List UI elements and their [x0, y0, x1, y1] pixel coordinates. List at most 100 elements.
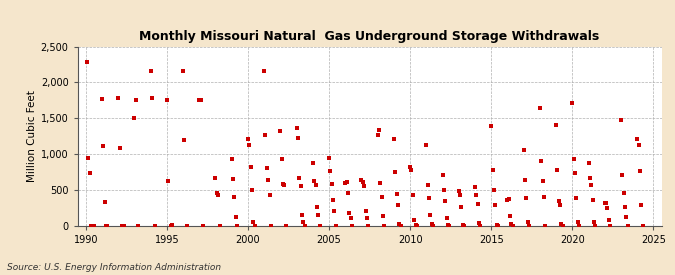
Point — [583, 161, 594, 166]
Point — [68, 171, 79, 175]
Point — [198, 223, 209, 228]
Point — [195, 98, 206, 103]
Point — [259, 69, 269, 73]
Point — [291, 126, 302, 130]
Point — [329, 209, 340, 213]
Point — [330, 223, 341, 228]
Point — [470, 185, 481, 189]
Point — [229, 195, 240, 199]
Point — [572, 220, 583, 224]
Point — [375, 180, 386, 185]
Point — [276, 157, 287, 161]
Point — [617, 173, 628, 178]
Point — [586, 183, 597, 188]
Point — [261, 166, 272, 170]
Point — [211, 190, 222, 195]
Point — [601, 200, 612, 205]
Point — [340, 180, 350, 185]
Point — [585, 175, 595, 180]
Point — [88, 223, 99, 228]
Point — [456, 205, 467, 209]
Point — [378, 214, 389, 218]
Point — [487, 168, 498, 173]
Point — [161, 98, 172, 103]
Point — [620, 205, 630, 209]
Point — [249, 223, 260, 228]
Point — [363, 223, 374, 228]
Point — [439, 188, 450, 192]
Point — [454, 189, 464, 193]
Point — [489, 188, 500, 193]
Point — [412, 223, 423, 228]
Point — [393, 203, 404, 207]
Point — [117, 223, 128, 228]
Point — [133, 223, 144, 228]
Point — [455, 192, 466, 197]
Point — [475, 223, 486, 228]
Point — [441, 216, 452, 221]
Point — [99, 200, 110, 204]
Point — [599, 201, 610, 205]
Point — [145, 69, 156, 73]
Point — [602, 205, 613, 210]
Point — [213, 192, 223, 197]
Point — [167, 222, 178, 227]
Point — [421, 143, 432, 148]
Point — [163, 179, 173, 183]
Point — [227, 177, 238, 181]
Title: Monthly Missouri Natural  Gas Underground Storage Withdrawals: Monthly Missouri Natural Gas Underground… — [140, 30, 599, 43]
Point — [361, 216, 372, 221]
Point — [587, 198, 598, 203]
Point — [558, 223, 568, 228]
Point — [149, 223, 160, 228]
Point — [341, 180, 352, 184]
Point — [440, 199, 451, 204]
Point — [486, 124, 497, 128]
Point — [113, 96, 124, 100]
Point — [570, 171, 580, 175]
Point — [299, 223, 310, 228]
Point — [242, 137, 253, 141]
Point — [379, 223, 390, 228]
Point — [292, 136, 303, 141]
Point — [427, 222, 437, 226]
Point — [182, 223, 192, 228]
Point — [210, 175, 221, 180]
Point — [298, 220, 308, 224]
Point — [87, 223, 98, 228]
Point — [344, 210, 354, 215]
Point — [245, 165, 256, 169]
Point — [554, 199, 564, 204]
Point — [265, 223, 276, 228]
Point — [622, 223, 633, 228]
Point — [248, 220, 259, 224]
Point — [522, 220, 533, 224]
Point — [114, 145, 125, 150]
Point — [521, 196, 532, 200]
Point — [323, 155, 334, 160]
Point — [226, 157, 237, 161]
Y-axis label: Million Cubic Feet: Million Cubic Feet — [26, 90, 36, 182]
Point — [342, 191, 353, 196]
Point — [502, 197, 513, 202]
Point — [129, 115, 140, 120]
Point — [294, 176, 304, 180]
Point — [307, 161, 318, 166]
Point — [102, 223, 113, 228]
Point — [374, 128, 385, 132]
Point — [390, 170, 401, 174]
Point — [408, 192, 418, 197]
Point — [244, 142, 254, 147]
Point — [230, 215, 241, 219]
Point — [346, 223, 357, 228]
Point — [130, 97, 141, 102]
Point — [263, 178, 273, 183]
Point — [311, 205, 322, 209]
Point — [295, 184, 306, 188]
Point — [410, 223, 421, 227]
Point — [178, 69, 188, 73]
Point — [146, 96, 157, 100]
Point — [406, 167, 417, 172]
Point — [394, 222, 405, 226]
Point — [589, 220, 599, 224]
